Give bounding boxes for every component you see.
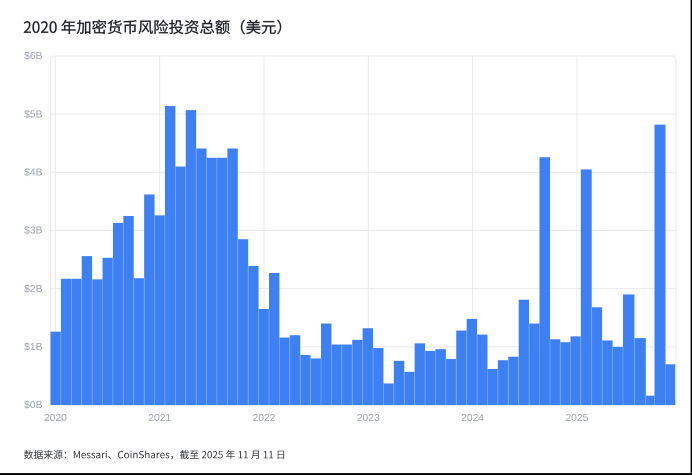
svg-text:$1B: $1B: [24, 342, 42, 353]
svg-text:$4B: $4B: [24, 168, 42, 179]
svg-text:$3B: $3B: [24, 226, 42, 237]
svg-text:$5B: $5B: [24, 109, 42, 120]
svg-text:$2B: $2B: [24, 284, 42, 295]
svg-text:$6B: $6B: [24, 51, 42, 62]
svg-text:2021: 2021: [148, 413, 171, 424]
svg-text:2025: 2025: [565, 413, 588, 424]
svg-text:2022: 2022: [253, 413, 276, 424]
svg-text:2024: 2024: [461, 413, 484, 424]
svg-text:2023: 2023: [357, 413, 380, 424]
svg-text:$0B: $0B: [24, 400, 42, 411]
svg-text:2020: 2020: [44, 413, 67, 424]
